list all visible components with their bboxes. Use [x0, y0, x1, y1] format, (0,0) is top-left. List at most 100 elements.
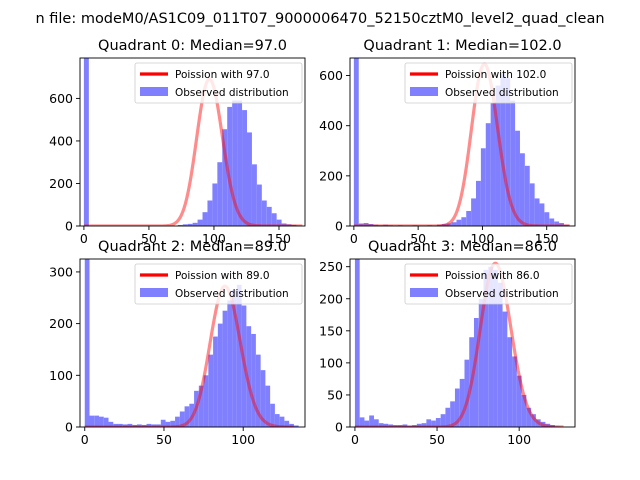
histogram-bar	[507, 337, 513, 427]
plot-area	[354, 259, 564, 427]
histogram-bar	[412, 425, 417, 427]
histogram-bar	[246, 326, 252, 427]
histogram-bar	[146, 423, 152, 427]
histogram-bar	[242, 110, 247, 226]
chart-panel-1: 0 50 100 150 0 200 400 600 Quadrant 1: Median=10…	[319, 38, 576, 246]
histogram-bar	[364, 420, 370, 427]
x-tick-label: 0	[81, 432, 89, 447]
histogram-bar	[118, 423, 123, 427]
histogram-bar	[236, 284, 242, 427]
y-tick-label: 100	[319, 355, 343, 370]
y-tick-label: 400	[319, 118, 343, 133]
histogram-bar	[535, 419, 541, 427]
histogram-bar	[478, 298, 484, 427]
histogram-bar	[241, 305, 247, 427]
y-tick-label: 200	[319, 291, 343, 306]
y-tick-label: 0	[65, 420, 73, 435]
histogram-bar	[279, 416, 285, 427]
legend-hist-label: Observed distribution	[445, 288, 559, 300]
y-tick-label: 200	[49, 316, 73, 331]
legend-hist-swatch	[140, 288, 168, 297]
axes-frame	[79, 57, 306, 227]
legend-hist-label: Observed distribution	[175, 288, 289, 300]
histogram-bar	[261, 200, 267, 226]
histogram-bar	[397, 425, 403, 427]
histogram-bar	[94, 415, 100, 427]
axes-frame	[349, 57, 576, 227]
legend-box	[404, 62, 573, 104]
histogram-bar	[505, 78, 511, 226]
legend-fit-label: Poission with 89.0	[175, 270, 270, 282]
x-tick-label: 100	[202, 231, 226, 246]
histogram-bar	[276, 219, 282, 226]
histogram-bar	[445, 407, 451, 427]
histogram-bar	[156, 424, 161, 427]
y-tick-label: 600	[319, 68, 343, 83]
histogram-bar	[274, 414, 280, 427]
histogram-bar	[170, 420, 176, 427]
histogram-bar	[441, 223, 447, 226]
histogram-bar	[177, 224, 183, 226]
histogram-bar	[469, 337, 474, 427]
histogram-bar	[284, 420, 290, 427]
histogram-bar	[289, 423, 294, 427]
x-tick-label: 50	[141, 231, 157, 246]
histogram-bar	[141, 424, 147, 427]
y-tick-label: 200	[49, 176, 73, 191]
histogram-bar	[212, 183, 218, 226]
legend-box	[134, 263, 303, 305]
histogram-bar	[510, 100, 516, 226]
chart-title: Quadrant 1: Median=102.0	[363, 38, 561, 54]
histogram-bar	[483, 269, 489, 427]
histogram-bar	[127, 423, 133, 427]
histogram-bar	[524, 165, 530, 226]
x-tick-label: 150	[267, 231, 291, 246]
histogram-bar	[363, 222, 369, 226]
histogram-bar	[450, 401, 455, 427]
x-tick-label: 100	[470, 231, 494, 246]
histogram-bar	[213, 336, 218, 427]
plot-area	[84, 259, 299, 427]
histogram-bar	[251, 333, 256, 427]
histogram-bar	[369, 415, 374, 427]
histogram-bar	[293, 425, 299, 427]
histogram-bar	[271, 213, 277, 226]
chart-panel-0: 0 50 100 150 0 200 400 600 Quadrant 0: Median=97…	[49, 38, 306, 246]
histogram-bar	[270, 403, 275, 427]
histogram-bar	[454, 388, 460, 427]
histogram-bar	[137, 424, 142, 427]
histogram-bar	[540, 421, 546, 427]
histogram-bar	[194, 390, 199, 427]
histogram-bar	[89, 415, 95, 427]
histogram-bar	[464, 359, 470, 427]
axes-frame	[349, 258, 576, 428]
histogram-bar	[480, 148, 486, 226]
histogram-bar	[103, 417, 109, 427]
chart-panel-3: 0 50 100 0 50 100 150 200 250 Quadrant 3: Median=…	[319, 239, 576, 447]
histogram-bar	[160, 419, 166, 427]
chart-title: Quadrant 0: Median=97.0	[98, 38, 287, 54]
axes-frame	[79, 258, 306, 428]
histogram-bar	[165, 421, 171, 427]
histogram-bar	[495, 85, 501, 226]
histogram-bar	[549, 218, 555, 226]
y-tick-label: 0	[335, 219, 343, 234]
histogram-bar	[502, 311, 508, 427]
histogram-bar	[440, 414, 446, 427]
y-tick-label: 0	[65, 219, 73, 234]
chart-title: Quadrant 3: Median=86.0	[368, 239, 557, 255]
histogram-bar	[265, 385, 271, 427]
y-tick-label: 0	[335, 420, 343, 435]
histogram-bar	[459, 378, 465, 427]
chart-panel-2: 0 50 100 0 100 200 300 Quadrant 2: Median=89.0 P…	[49, 239, 306, 447]
histogram-bar	[358, 223, 364, 226]
histogram-bar	[217, 323, 223, 427]
histogram-bar	[286, 224, 292, 226]
histogram-bar	[132, 424, 138, 427]
histogram-bar	[99, 416, 104, 427]
histogram-bar	[197, 219, 203, 226]
histogram-bar	[526, 407, 532, 427]
histogram-bar	[402, 424, 408, 427]
histogram-bar	[383, 423, 389, 427]
histogram-bar	[407, 425, 413, 427]
